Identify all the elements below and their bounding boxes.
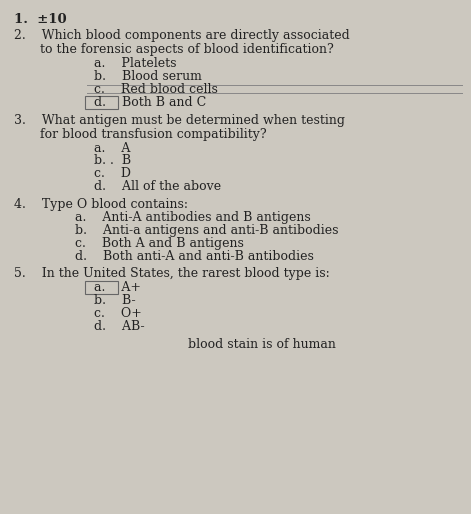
Text: a.    A+: a. A+ <box>94 281 141 295</box>
Text: b.    Anti-a antigens and anti-B antibodies: b. Anti-a antigens and anti-B antibodies <box>75 224 339 237</box>
Text: 1.  ±10: 1. ±10 <box>14 13 67 26</box>
Text: a.    Platelets: a. Platelets <box>94 57 177 70</box>
Text: 5.    In the United States, the rarest blood type is:: 5. In the United States, the rarest bloo… <box>14 267 330 281</box>
Text: 4.    Type O blood contains:: 4. Type O blood contains: <box>14 197 188 211</box>
Text: a.    Anti-A antibodies and B antigens: a. Anti-A antibodies and B antigens <box>75 211 311 225</box>
Text: d.    Both B and C: d. Both B and C <box>94 96 206 109</box>
Text: c.    O+: c. O+ <box>94 307 142 320</box>
Text: to the forensic aspects of blood identification?: to the forensic aspects of blood identif… <box>40 43 334 57</box>
Text: 3.    What antigen must be determined when testing: 3. What antigen must be determined when … <box>14 114 345 127</box>
Text: b.    Blood serum: b. Blood serum <box>94 70 202 83</box>
Text: d.    All of the above: d. All of the above <box>94 180 221 193</box>
Text: d.    Both anti-A and anti-B antibodies: d. Both anti-A and anti-B antibodies <box>75 250 314 263</box>
Text: c.    D: c. D <box>94 167 131 180</box>
Text: c.    Both A and B antigens: c. Both A and B antigens <box>75 237 244 250</box>
Text: b. .  B: b. . B <box>94 154 131 168</box>
Text: 2.    Which blood components are directly associated: 2. Which blood components are directly a… <box>14 29 350 43</box>
Text: b.    B-: b. B- <box>94 294 136 307</box>
Text: for blood transfusion compatibility?: for blood transfusion compatibility? <box>40 127 267 141</box>
Text: d.    AB-: d. AB- <box>94 320 145 333</box>
Text: blood stain is of human: blood stain is of human <box>188 338 336 351</box>
Text: c.    Red blood cells: c. Red blood cells <box>94 83 218 96</box>
Text: a.    A: a. A <box>94 141 130 155</box>
